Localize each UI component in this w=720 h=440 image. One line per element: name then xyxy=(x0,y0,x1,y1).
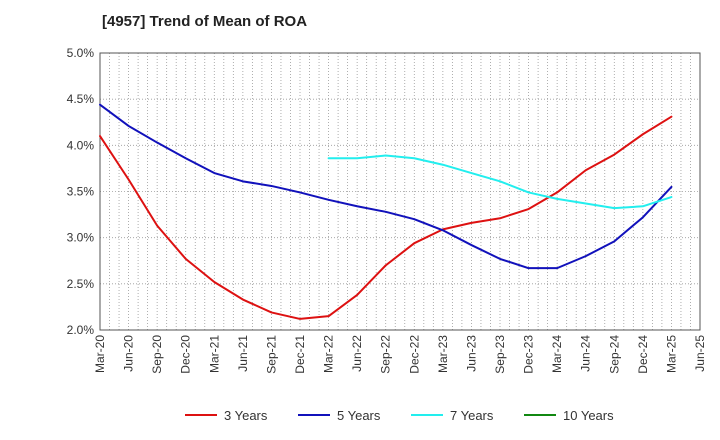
series-lines xyxy=(99,103,673,320)
legend-label: 10 Years xyxy=(563,408,614,423)
x-tick-label: Dec-20 xyxy=(179,335,193,374)
x-tick-label: Jun-21 xyxy=(236,335,250,372)
series-line-5-years xyxy=(99,103,673,270)
legend-label: 3 Years xyxy=(224,408,268,423)
y-tick-label: 3.5% xyxy=(67,185,95,199)
y-tick-label: 2.5% xyxy=(67,277,95,291)
y-tick-label: 3.0% xyxy=(67,231,95,245)
series-line-7-years xyxy=(327,154,673,210)
y-tick-label: 5.0% xyxy=(67,46,95,60)
x-tick-label: Mar-23 xyxy=(436,335,450,373)
x-tick-label: Dec-23 xyxy=(522,335,536,374)
series-line-3-years xyxy=(99,115,673,320)
x-tick-label: Jun-23 xyxy=(464,335,478,372)
x-tick-label: Jun-24 xyxy=(579,335,593,372)
x-axis: Mar-20 Jun-20 Sep-20 Dec-20 Mar-21 Jun-21 Sep-… xyxy=(93,335,707,374)
x-tick-label: Dec-24 xyxy=(636,335,650,374)
y-tick-label: 4.0% xyxy=(67,138,95,152)
plot-frame xyxy=(99,52,701,331)
x-tick-label: Mar-20 xyxy=(93,335,107,373)
legend: 3 Years 5 Years 7 Years 10 Years xyxy=(185,408,614,423)
x-tick-label: Sep-23 xyxy=(493,335,507,374)
x-tick-label: Sep-24 xyxy=(607,335,621,374)
x-tick-label: Sep-22 xyxy=(379,335,393,374)
x-tick-label: Mar-24 xyxy=(550,335,564,373)
x-tick-label: Dec-21 xyxy=(293,335,307,374)
x-tick-label: Dec-22 xyxy=(407,335,421,374)
x-tick-label: Mar-25 xyxy=(664,335,678,373)
chart-title: [4957] Trend of Mean of ROA xyxy=(102,13,308,30)
x-tick-label: Jun-25 xyxy=(693,335,707,372)
y-axis: 2.0% 2.5% 3.0% 3.5% 4.0% 4.5% 5.0% xyxy=(67,46,95,337)
x-tick-label: Jun-22 xyxy=(350,335,364,372)
y-tick-label: 4.5% xyxy=(67,92,95,106)
legend-label: 7 Years xyxy=(450,408,494,423)
y-tick-label: 2.0% xyxy=(67,323,95,337)
x-tick-label: Mar-21 xyxy=(207,335,221,373)
x-tick-label: Sep-21 xyxy=(264,335,278,374)
grid-lines xyxy=(99,52,701,331)
legend-label: 5 Years xyxy=(337,408,381,423)
x-tick-label: Sep-20 xyxy=(150,335,164,374)
x-tick-label: Jun-20 xyxy=(122,335,136,372)
x-tick-label: Mar-22 xyxy=(322,335,336,373)
